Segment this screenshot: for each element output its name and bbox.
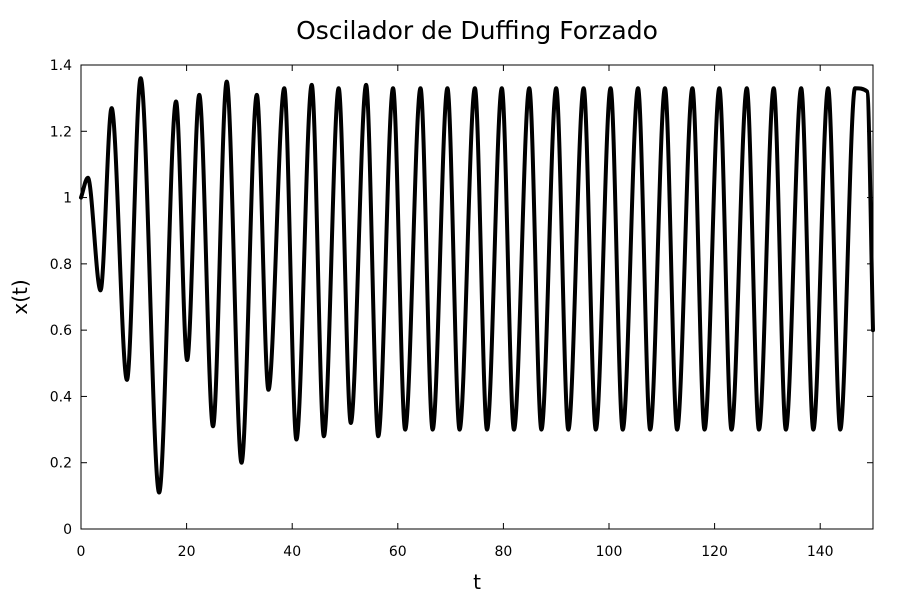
series-point-31 [500,86,504,90]
x-tick-label-2: 40 [283,544,301,560]
series-point-33 [527,86,531,90]
y-tick-label-5: 1 [63,191,72,207]
series-point-51 [772,86,776,90]
series-point-55 [826,86,830,90]
series-point-57 [853,86,857,90]
series-point-23 [391,86,395,90]
series-point-6 [157,491,161,495]
series-point-8 [185,358,189,362]
series-point-52 [784,428,788,432]
series-point-50 [757,428,761,432]
series-point-15 [282,86,286,90]
series-point-44 [675,428,679,432]
series-point-39 [609,86,613,90]
y-tick-label-4: 0.8 [50,257,72,273]
series-point-48 [729,428,733,432]
series-line-x-of-t [79,76,875,495]
series-point-13 [255,93,259,97]
x-tick-label-7: 140 [807,544,834,560]
series-point-54 [811,428,815,432]
series-point-21 [364,83,368,87]
series-point-59 [871,328,875,332]
y-tick-label-6: 1.2 [50,124,72,140]
series-point-14 [266,388,270,392]
series-point-45 [690,86,694,90]
series-point-42 [648,428,652,432]
series-point-20 [349,421,353,425]
series-point-22 [376,434,380,438]
y-tick-label-3: 0.6 [50,323,72,339]
series-point-30 [485,428,489,432]
y-tick-label-2: 0.4 [50,389,72,405]
x-tick-label-1: 20 [178,544,196,560]
series-point-35 [554,86,558,90]
series-point-18 [322,434,326,438]
series-point-41 [636,86,640,90]
series-point-28 [458,428,462,432]
series-point-43 [663,86,667,90]
series-point-46 [703,428,707,432]
x-tick-label-6: 120 [701,544,728,560]
series-point-19 [337,86,341,90]
series-point-29 [473,86,477,90]
chart-title: Oscilador de Duffing Forzado [296,16,658,45]
series-point-53 [799,86,803,90]
series-point-0 [79,196,83,200]
series-point-16 [294,438,298,442]
series-point-17 [310,83,314,87]
series-point-7 [174,99,178,103]
series-point-34 [539,428,543,432]
series-point-10 [211,424,215,428]
series-point-12 [240,461,244,465]
series-point-26 [431,428,435,432]
x-tick-label-3: 60 [389,544,407,560]
series-point-24 [403,428,407,432]
series-point-25 [419,86,423,90]
series-point-2 [99,288,103,292]
series-point-4 [125,378,129,382]
series-point-32 [512,428,516,432]
series-point-47 [717,86,721,90]
series-point-5 [139,76,143,80]
y-tick-label-7: 1.4 [50,58,72,74]
series-point-38 [594,428,598,432]
axis-tick-labels: 0 20 40 60 80 100 120 140 0 0.2 0.4 0.6 0.8 1 1.2 1.4 [50,58,834,560]
series-point-11 [225,80,229,84]
x-tick-label-5: 100 [596,544,623,560]
series-point-36 [566,428,570,432]
y-tick-label-1: 0.2 [50,456,72,472]
series-point-37 [582,86,586,90]
y-tick-label-0: 0 [63,522,72,538]
x-tick-label-0: 0 [77,544,86,560]
series-point-9 [197,93,201,97]
x-tick-label-4: 80 [494,544,512,560]
series-point-56 [838,428,842,432]
series-point-58 [865,90,869,94]
x-axis-title: t [473,570,481,594]
series-point-27 [445,86,449,90]
series-point-40 [621,428,625,432]
series-point-1 [86,176,90,180]
series-point-49 [745,86,749,90]
y-axis-title: x(t) [8,279,32,314]
series-point-3 [110,106,114,110]
